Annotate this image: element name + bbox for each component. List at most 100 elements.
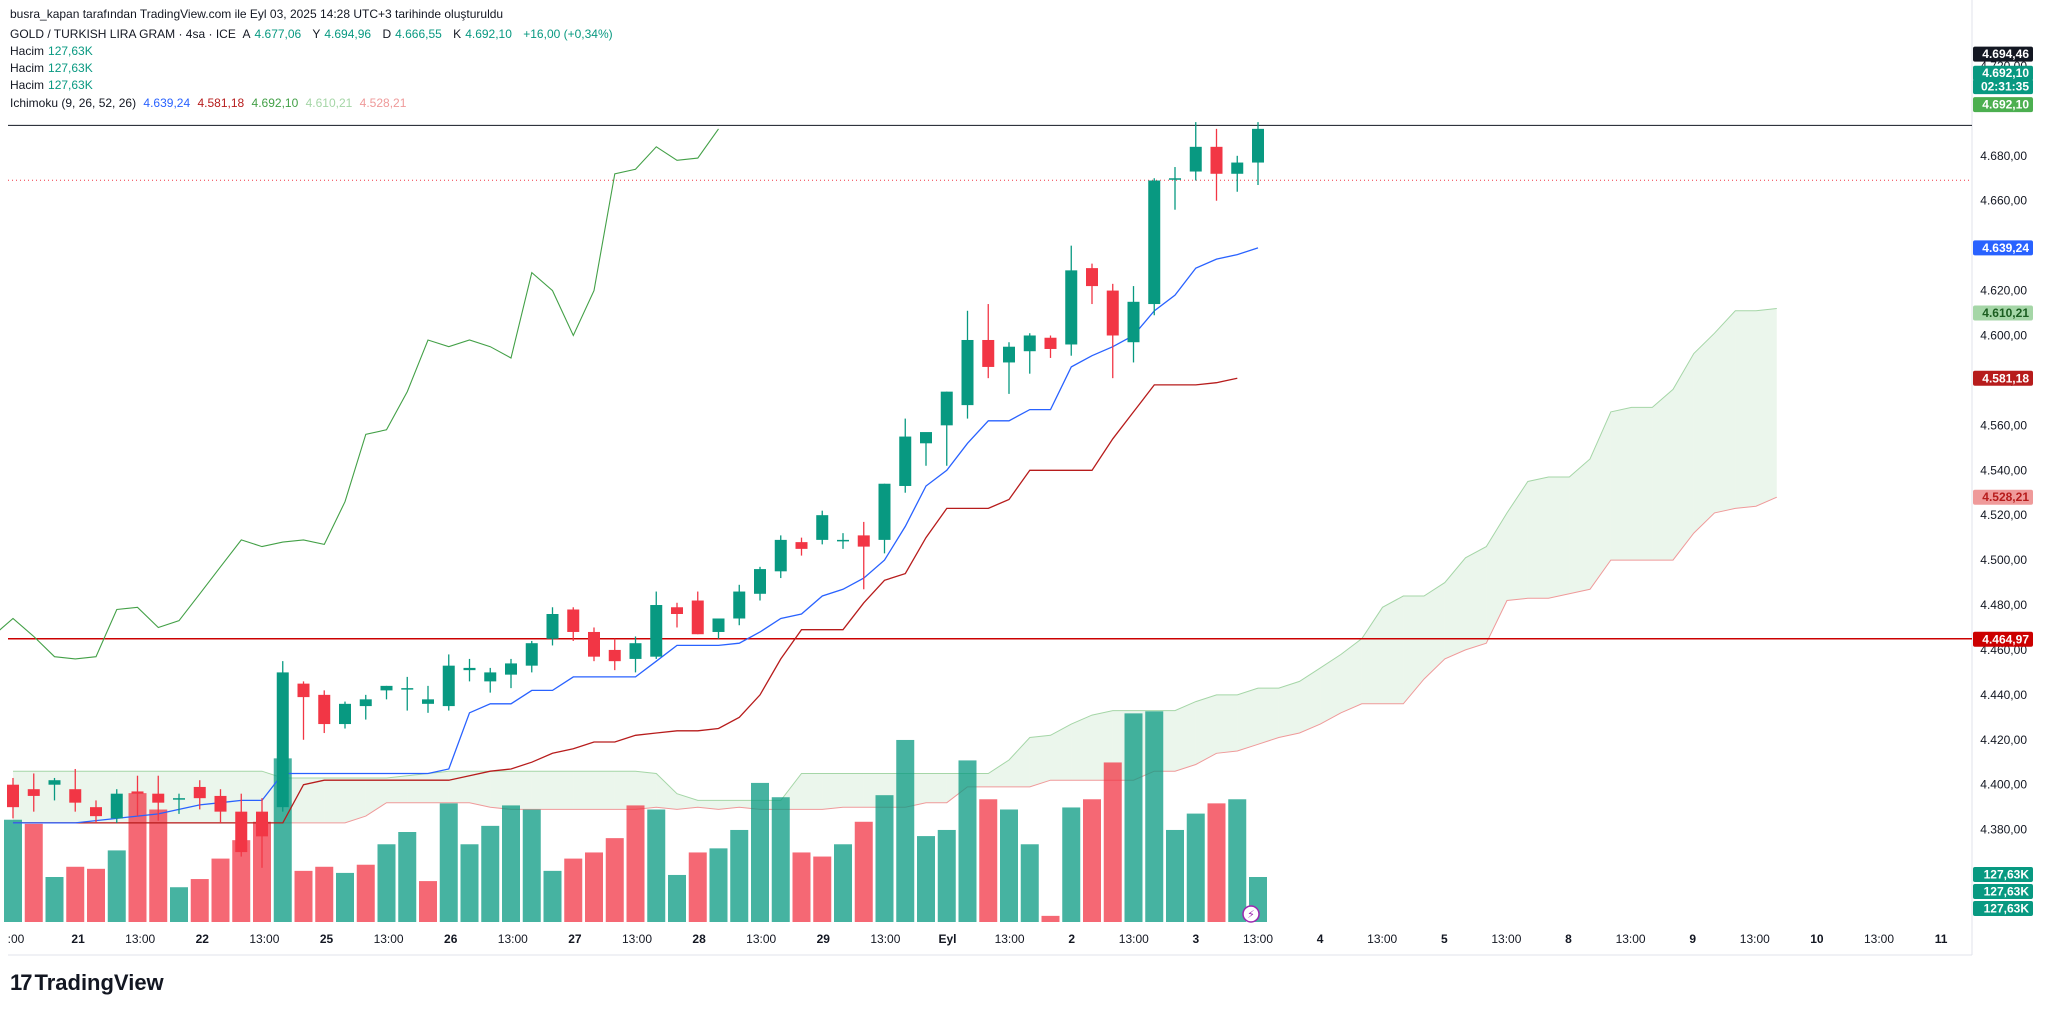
time-axis-tick: 3 xyxy=(1193,932,1200,946)
price-label-text: 4.639,24 xyxy=(1982,241,2029,255)
ichimoku-cloud-segment xyxy=(801,773,823,810)
candle-body[interactable] xyxy=(1044,337,1057,349)
candle-body[interactable] xyxy=(1023,335,1036,352)
candle-body[interactable] xyxy=(442,665,455,707)
candle-body[interactable] xyxy=(1231,162,1244,174)
candle-body[interactable] xyxy=(48,780,61,785)
candle-body[interactable] xyxy=(774,539,787,572)
candle-body[interactable] xyxy=(546,614,559,639)
candle-body[interactable] xyxy=(1003,346,1015,363)
candle-body[interactable] xyxy=(484,672,497,682)
candle-body[interactable] xyxy=(422,699,434,704)
candle-body[interactable] xyxy=(1127,301,1140,343)
candle-body[interactable] xyxy=(214,795,227,812)
candle-body[interactable] xyxy=(671,607,683,614)
candle-body[interactable] xyxy=(1169,178,1181,180)
ichimoku-cloud-segment xyxy=(1673,353,1694,561)
volume-bar xyxy=(1103,762,1122,922)
candle-body[interactable] xyxy=(837,539,849,542)
candle-body[interactable] xyxy=(588,631,600,657)
candle-body[interactable] xyxy=(650,605,663,657)
candle-body[interactable] xyxy=(1210,146,1223,174)
candle-body[interactable] xyxy=(401,688,414,690)
candle-body[interactable] xyxy=(816,515,829,540)
candle-body[interactable] xyxy=(235,811,248,853)
candle-body[interactable] xyxy=(712,618,725,632)
candle-body[interactable] xyxy=(961,339,974,406)
volume-label-text: 127,63K xyxy=(1984,885,2030,899)
volume-bar xyxy=(149,809,168,922)
candle-body[interactable] xyxy=(525,643,538,666)
volume-row-1[interactable]: Hacim 127,63K xyxy=(10,44,93,58)
candle-body[interactable] xyxy=(276,672,289,808)
time-axis-tick: 26 xyxy=(444,932,458,946)
volume-bar xyxy=(1207,803,1226,922)
candle-body[interactable] xyxy=(1065,270,1078,345)
candle-body[interactable] xyxy=(754,569,766,594)
candle-body[interactable] xyxy=(193,786,206,799)
candle-body[interactable] xyxy=(359,699,372,707)
symbol-name[interactable]: GOLD / TURKISH LIRA GRAM · 4sa · ICE xyxy=(10,27,236,41)
candle-body[interactable] xyxy=(982,339,995,367)
candle-body[interactable] xyxy=(339,703,351,725)
volume-row-3[interactable]: Hacim 127,63K xyxy=(10,78,93,92)
candle-body[interactable] xyxy=(152,793,165,803)
candle-body[interactable] xyxy=(297,683,310,698)
time-axis-tick: 13:00 xyxy=(870,932,900,946)
candle-body[interactable] xyxy=(1148,180,1161,305)
ichimoku-cloud-segment xyxy=(365,777,387,817)
candle-body[interactable] xyxy=(629,643,642,659)
price-label-text: 4.694,46 xyxy=(1982,47,2029,61)
time-axis-tick: 10 xyxy=(1810,932,1824,946)
candle-body[interactable] xyxy=(173,798,185,800)
candle-body[interactable] xyxy=(899,436,912,486)
candle-body[interactable] xyxy=(256,811,268,837)
candle-body[interactable] xyxy=(1086,268,1098,287)
candle-body[interactable] xyxy=(1189,146,1202,172)
candle-body[interactable] xyxy=(857,535,870,547)
ichimoku-cloud-segment xyxy=(324,777,345,823)
candle-body[interactable] xyxy=(463,667,476,671)
candle-body[interactable] xyxy=(69,789,82,803)
candle-body[interactable] xyxy=(90,807,102,817)
price-axis-tick: 4.400,00 xyxy=(1980,778,2027,792)
volume-bar xyxy=(502,805,520,922)
time-axis-tick: 13:00 xyxy=(1119,932,1149,946)
price-label-badge xyxy=(1973,46,2033,62)
price-label-badge xyxy=(1973,489,2033,505)
ichimoku-cloud-segment xyxy=(490,771,511,810)
candle-body[interactable] xyxy=(567,609,580,632)
alert-lightning-icon[interactable] xyxy=(1242,905,1260,923)
ichimoku-cloud-segment xyxy=(386,775,408,803)
candle-body[interactable] xyxy=(131,791,144,794)
volume-bar xyxy=(1166,829,1184,922)
candle-body[interactable] xyxy=(608,649,621,662)
candle-body[interactable] xyxy=(110,793,123,819)
time-axis-tick: 13:00 xyxy=(1740,932,1770,946)
candle-body[interactable] xyxy=(1252,128,1264,163)
candle-body[interactable] xyxy=(878,483,891,540)
time-axis-tick: 9 xyxy=(1689,932,1696,946)
candle-body[interactable] xyxy=(1106,290,1119,336)
candle-body[interactable] xyxy=(27,789,40,796)
ichimoku-cloud-segment xyxy=(1361,607,1383,704)
candle-body[interactable] xyxy=(380,685,393,691)
candle-body[interactable] xyxy=(733,591,746,619)
time-axis-tick: 13:00 xyxy=(1367,932,1397,946)
candle-body[interactable] xyxy=(318,694,331,725)
volume-row-2[interactable]: Hacim 127,63K xyxy=(10,61,93,75)
ichimoku-cloud-segment xyxy=(1009,737,1030,787)
candle-body[interactable] xyxy=(795,542,808,549)
candle-body[interactable] xyxy=(940,391,953,426)
ichimoku-cloud-segment xyxy=(1507,481,1528,601)
volume-bar xyxy=(668,874,686,922)
volume-bar xyxy=(543,870,562,922)
candle-body[interactable] xyxy=(7,784,19,808)
candle-body[interactable] xyxy=(920,432,932,444)
ichimoku-legend[interactable]: Ichimoku (9, 26, 52, 26) 4.639,24 4.581,… xyxy=(10,96,407,110)
candle-body[interactable] xyxy=(505,663,517,675)
time-axis-tick: 13:00 xyxy=(1243,932,1273,946)
candle-body[interactable] xyxy=(691,600,704,635)
